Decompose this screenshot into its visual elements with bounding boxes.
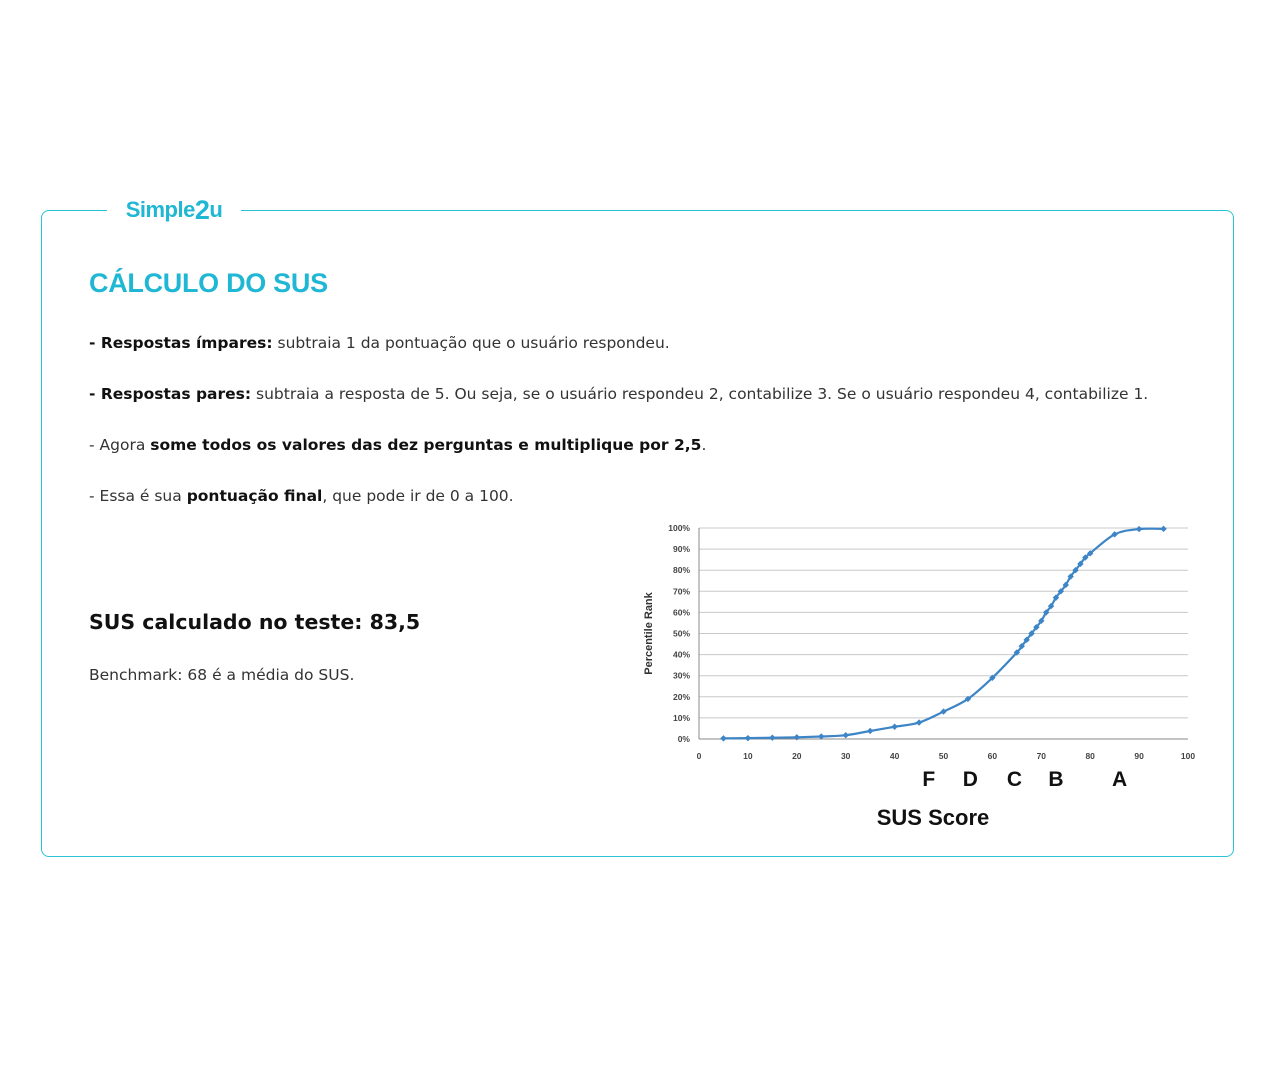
page-title: CÁLCULO DO SUS	[89, 268, 328, 298]
data-point	[1018, 642, 1025, 650]
rule-even-answers: - Respostas pares: subtraia a resposta d…	[89, 385, 1148, 403]
x-tick-label: 40	[890, 751, 900, 761]
y-tick-label: 40%	[673, 650, 690, 660]
data-point	[1013, 649, 1021, 656]
y-tick-label: 50%	[673, 629, 690, 639]
grade-label: A	[1112, 768, 1127, 791]
data-point	[940, 708, 947, 715]
x-tick-label: 60	[988, 751, 998, 761]
data-point	[720, 735, 727, 742]
y-tick-label: 10%	[673, 713, 690, 723]
rule-odd-answers: - Respostas ímpares: subtraia 1 da pontu…	[89, 334, 670, 352]
rule-final-suffix: , que pode ir de 0 a 100.	[322, 487, 514, 505]
rule-sum-suffix: .	[701, 436, 707, 454]
x-tick-label: 30	[841, 751, 851, 761]
logo-text-2: 2	[194, 194, 210, 225]
data-point	[744, 734, 752, 742]
rule-odd-label: - Respostas ímpares:	[89, 334, 273, 352]
x-axis-label: SUS Score	[877, 805, 990, 830]
x-tick-label: 10	[743, 751, 753, 761]
logo-text-start: Simple	[125, 197, 196, 222]
y-tick-label: 90%	[673, 544, 690, 554]
rule-final-score: - Essa é sua pontuação final, que pode i…	[89, 487, 514, 505]
data-point	[842, 732, 849, 739]
y-axis-label: Percentile Rank	[643, 591, 655, 674]
x-tick-label: 80	[1085, 751, 1095, 761]
data-point	[818, 733, 825, 740]
x-tick-label: 90	[1134, 751, 1144, 761]
x-tick-label: 0	[697, 751, 702, 761]
data-point	[1135, 525, 1143, 533]
x-tick-label: 20	[792, 751, 802, 761]
rule-even-text: subtraia a resposta de 5. Ou seja, se o …	[251, 385, 1149, 403]
data-point	[1052, 594, 1060, 601]
benchmark-text: Benchmark: 68 é a média do SUS.	[89, 666, 355, 684]
y-tick-label: 30%	[673, 671, 690, 681]
data-point	[915, 719, 923, 726]
rule-sum-prefix: - Agora	[89, 436, 151, 454]
data-point	[891, 723, 898, 730]
y-tick-label: 0%	[678, 734, 691, 744]
y-tick-label: 20%	[673, 692, 690, 702]
y-tick-label: 100%	[668, 523, 690, 533]
data-point	[989, 674, 996, 682]
rule-sum-bold: some todos os valores das dez perguntas …	[150, 436, 702, 454]
logo-text-end: u	[209, 197, 223, 222]
data-point	[1062, 581, 1069, 589]
grade-label: F	[922, 768, 935, 791]
grade-label: B	[1048, 768, 1063, 791]
grade-label: C	[1007, 768, 1022, 791]
data-point	[1160, 525, 1167, 533]
grade-label: D	[963, 768, 978, 791]
x-tick-label: 100	[1181, 751, 1195, 761]
x-tick-label: 50	[939, 751, 949, 761]
data-point	[866, 727, 874, 735]
simple2u-logo: Simple 2 u	[107, 192, 241, 228]
data-point	[793, 734, 800, 741]
rule-odd-text: subtraia 1 da pontuação que o usuário re…	[272, 334, 670, 352]
rule-even-label: - Respostas pares:	[89, 385, 252, 403]
y-tick-label: 80%	[673, 565, 690, 575]
x-tick-label: 70	[1037, 751, 1047, 761]
sus-percentile-chart: 0% 10% 20% 30% 40% 50% 60% 70% 80% 90% 100% 0 10 20 30…	[643, 523, 1195, 830]
y-tick-label: 60%	[673, 607, 690, 617]
sus-info-card	[41, 210, 1234, 857]
data-point	[769, 734, 776, 741]
sus-result: SUS calculado no teste: 83,5	[89, 610, 421, 634]
rule-final-prefix: - Essa é sua	[89, 487, 187, 505]
rule-final-bold: pontuação final	[186, 487, 323, 505]
data-point	[1067, 573, 1074, 580]
y-tick-label: 70%	[673, 586, 690, 596]
data-point	[1028, 630, 1035, 637]
rule-sum: - Agora some todos os valores das dez pe…	[89, 436, 706, 454]
data-point	[1077, 560, 1084, 568]
